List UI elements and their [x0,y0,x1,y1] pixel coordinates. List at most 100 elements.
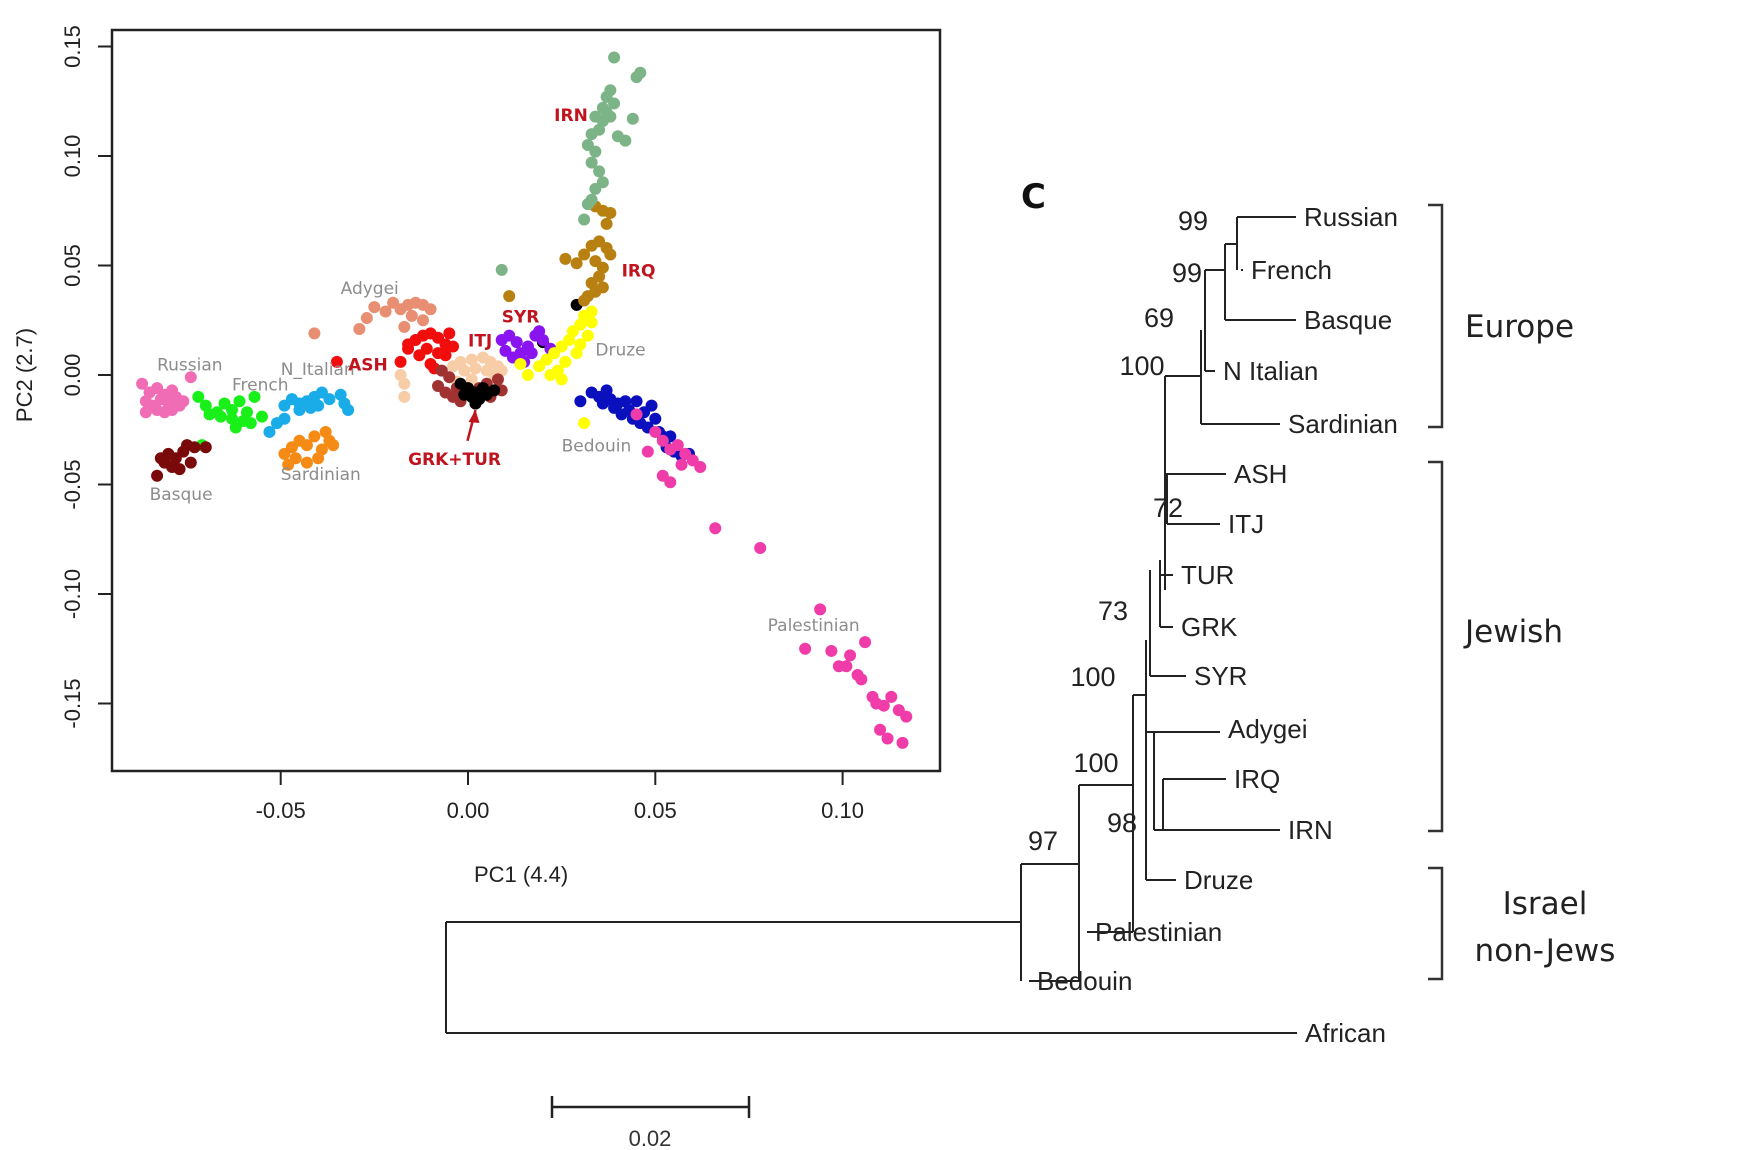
point-sardinian [327,439,340,452]
point-french [255,410,268,423]
point-palestinian [754,542,767,555]
point-sardinian [308,430,321,443]
tree-branches [445,216,1297,1034]
annotation-label: GRK+TUR [408,450,501,470]
plot-frame [110,28,942,773]
point-bedouin [630,395,643,408]
bootstrap-value: 72 [1153,493,1183,523]
point-adygei [308,327,321,340]
leaf-african: African [1305,1018,1386,1048]
label-palestinian: Palestinian [768,616,860,636]
leaf-n-italian: N Italian [1223,356,1318,386]
label-ash: ASH [348,356,388,376]
label-n-italian: N_Italian [281,360,355,380]
point-n-italian [312,399,325,412]
leaf-grk: GRK [1181,612,1238,642]
point-french [233,395,246,408]
bracket-europe [1428,203,1444,429]
label-adygei: Adygei [341,279,399,299]
point-ash [439,349,452,362]
point-n-italian [293,404,306,417]
bootstrap-value: 100 [1119,351,1164,381]
point-irn [495,263,508,276]
point-basque [184,456,197,469]
point-irq [578,294,591,307]
point-ash [402,338,415,351]
series-ash [330,327,460,375]
point-palestinian [881,732,894,745]
point-sardinian [319,425,332,438]
pca-scatter-plot: -0.05 0.00 0.05 0.10 0.150.100.050.00-0.05-… [12,25,942,887]
point-irq [503,290,516,303]
point-tur [458,388,471,401]
y-tick-label: 0.05 [60,244,85,287]
y-tick-label: -0.10 [60,569,85,619]
point-russian [177,395,190,408]
point-palestinian [877,699,890,712]
point-irn [593,165,606,178]
bootstrap-value: 99 [1178,206,1208,236]
point-irn [608,51,621,64]
scatter-points [136,51,913,749]
label-irn: IRN [554,106,588,126]
label-itj: ITJ [468,332,492,352]
leaf-tur: TUR [1181,560,1234,590]
tree-leaves: Russian French Basque N Italian SardinianASH… [1037,202,1398,1048]
x-axis-label: PC1 (4.4) [474,862,568,887]
series-adygei [308,296,437,340]
leaf-sardinian: Sardinian [1288,409,1398,439]
leaf-irq: IRQ [1234,764,1280,794]
label-druze: Druze [595,340,645,360]
point-n-italian [342,404,355,417]
point-irn [604,84,617,97]
point-basque [188,441,201,454]
point-itj [469,362,482,375]
y-axis-label: PC2 (2.7) [12,328,37,422]
point-palestinian [874,723,887,736]
point-grk [443,371,456,384]
point-n-italian [323,393,336,406]
point-palestinian [844,649,857,662]
series-irq [503,200,617,307]
point-ash [447,340,460,353]
label-irq: IRQ [622,261,656,281]
point-palestinian [825,644,838,657]
y-tick-label: -0.05 [60,459,85,509]
point-irq [559,252,572,265]
series-irn [495,51,647,276]
series-palestinian [630,408,913,749]
label-sardinian: Sardinian [281,465,361,485]
point-sardinian [282,458,295,471]
x-tick-label: 0.10 [821,798,864,823]
series-basque [151,439,212,482]
point-adygei [353,323,366,336]
point-irq [604,248,617,261]
point-druze [559,355,572,368]
y-tick-label: 0.10 [60,135,85,178]
point-sardinian [300,456,313,469]
leaf-bedouin: Bedouin [1037,966,1132,996]
point-palestinian [675,458,688,471]
point-palestinian [630,408,643,421]
point-irn [596,176,609,189]
group-label: non-Jews [1475,933,1616,969]
series-russian [136,371,197,419]
point-ash [330,355,343,368]
point-palestinian [664,476,677,489]
point-french [203,408,216,421]
point-irn [604,110,617,123]
leaf-basque: Basque [1304,305,1392,335]
point-french [248,390,261,403]
point-irq [600,217,613,230]
point-palestinian [855,673,868,686]
point-n-italian [263,425,276,438]
x-tick-label: 0.05 [634,798,677,823]
point-palestinian [900,710,913,723]
point-french [244,417,257,430]
series-french [192,390,268,452]
point-palestinian [694,460,707,473]
point-palestinian [641,445,654,458]
leaf-irn: IRN [1288,815,1333,845]
